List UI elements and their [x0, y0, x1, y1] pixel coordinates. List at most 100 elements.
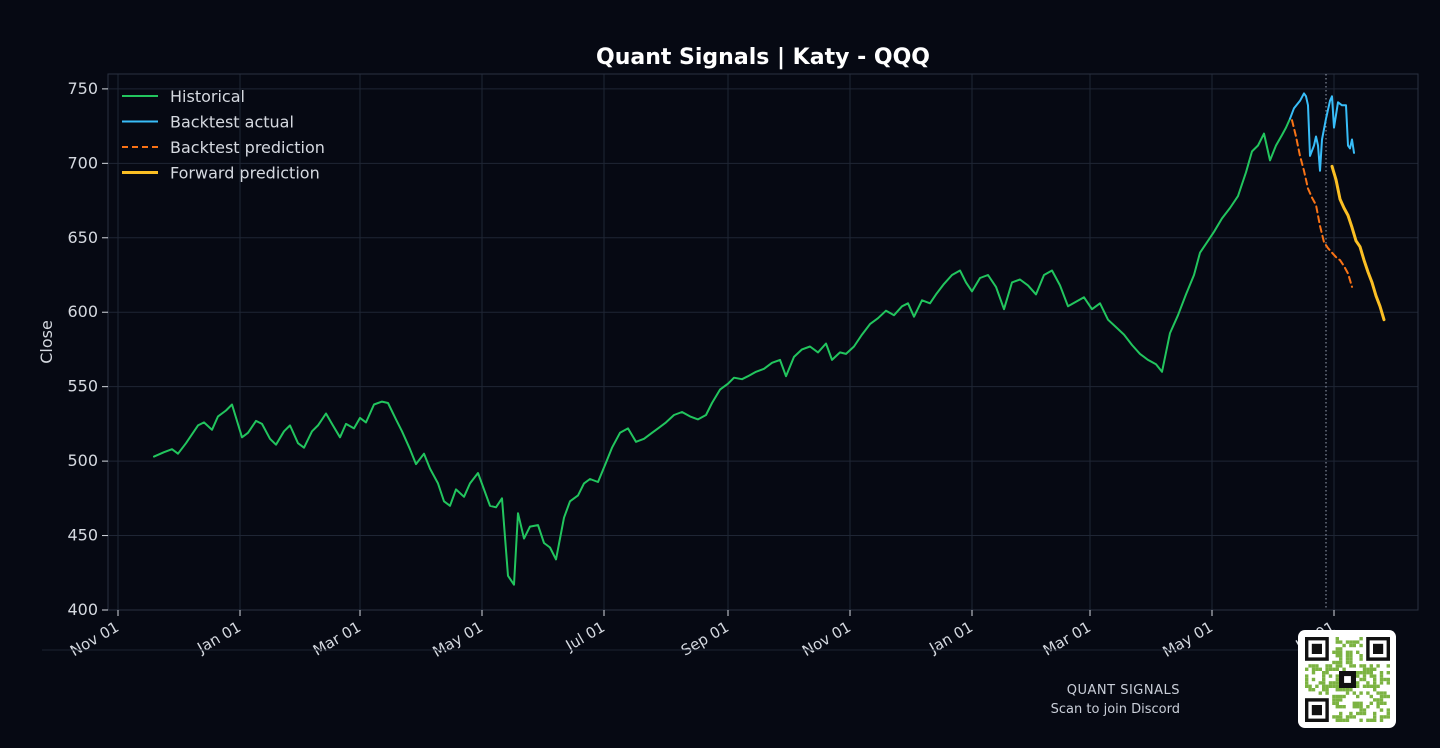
qr-code-icon[interactable]: [1298, 630, 1396, 728]
qr-module: [1322, 674, 1326, 678]
series-line-backtest-actual: [1289, 92, 1355, 172]
qr-module: [1332, 681, 1336, 685]
qr-module: [1373, 684, 1377, 688]
qr-module: [1332, 660, 1336, 665]
qr-module: [1335, 654, 1339, 658]
qr-module: [1345, 657, 1350, 661]
qr-module: [1305, 684, 1309, 688]
qr-module: [1352, 664, 1356, 668]
legend: Historical Backtest actual Backtest predic…: [122, 87, 325, 183]
qr-module: [1342, 705, 1346, 709]
qr-module: [1339, 694, 1343, 699]
qr-module: [1349, 640, 1353, 644]
qr-module: [1383, 715, 1387, 719]
qr-module: [1369, 674, 1373, 678]
qr-module: [1359, 708, 1363, 712]
qr-module: [1376, 705, 1380, 709]
qr-module: [1318, 681, 1322, 685]
qr-module: [1335, 677, 1339, 682]
qr-finder-core: [1311, 705, 1322, 716]
qr-module: [1356, 681, 1360, 685]
qr-module: [1369, 701, 1373, 705]
qr-module: [1376, 691, 1380, 695]
qr-module: [1328, 674, 1333, 678]
qr-module: [1349, 650, 1353, 654]
y-axis: 400 450 500 550 600 650 700 750: [67, 79, 108, 619]
qr-module: [1325, 684, 1329, 688]
qr-module: [1352, 715, 1356, 719]
qr-module: [1339, 688, 1343, 692]
qr-module: [1332, 684, 1336, 688]
qr-module: [1362, 677, 1367, 682]
qr-module: [1308, 664, 1312, 668]
qr-module: [1311, 688, 1316, 692]
qr-module: [1328, 664, 1333, 668]
qr-module: [1362, 667, 1367, 671]
qr-module: [1359, 718, 1363, 722]
qr-module: [1379, 701, 1384, 705]
qr-module: [1339, 657, 1343, 661]
qr-module: [1379, 715, 1384, 719]
qr-module: [1345, 660, 1350, 665]
qr-module: [1335, 684, 1339, 688]
y-tick-label: 500: [67, 451, 98, 470]
qr-module: [1356, 674, 1360, 678]
qr-finder-core: [1373, 643, 1384, 654]
y-tick-label: 450: [67, 526, 98, 545]
qr-module: [1379, 674, 1384, 678]
qr-module: [1373, 688, 1377, 692]
qr-module: [1362, 711, 1367, 716]
qr-module: [1362, 674, 1367, 678]
series-line-historical: [153, 117, 1291, 586]
qr-module: [1342, 643, 1346, 648]
qr-module: [1332, 701, 1336, 705]
legend-label-backtest-actual: Backtest actual: [170, 113, 294, 132]
qr-module: [1322, 671, 1326, 675]
qr-module: [1349, 688, 1353, 692]
qr-module: [1373, 681, 1377, 685]
qr-module: [1369, 694, 1373, 699]
qr-module: [1345, 654, 1350, 658]
qr-module: [1322, 681, 1326, 685]
qr-module: [1335, 674, 1339, 678]
qr-module: [1339, 660, 1343, 665]
qr-module: [1366, 691, 1370, 695]
qr-module: [1352, 705, 1356, 709]
qr-module: [1386, 715, 1390, 719]
qr-module: [1335, 701, 1339, 705]
qr-module: [1349, 660, 1353, 665]
qr-module: [1379, 718, 1384, 722]
qr-module: [1328, 667, 1333, 671]
qr-finder-core: [1311, 643, 1322, 654]
qr-module: [1339, 715, 1343, 719]
qr-module: [1349, 657, 1353, 661]
qr-module: [1349, 664, 1353, 668]
qr-module: [1379, 708, 1384, 712]
qr-module: [1345, 715, 1350, 719]
qr-module: [1349, 643, 1353, 648]
qr-module: [1356, 701, 1360, 705]
qr-module: [1308, 684, 1312, 688]
qr-module: [1386, 694, 1390, 699]
qr-module: [1332, 667, 1336, 671]
qr-module: [1311, 671, 1316, 675]
qr-module: [1362, 684, 1367, 688]
qr-module: [1379, 681, 1384, 685]
plot-border: [107, 73, 1419, 611]
y-tick-label: 400: [67, 600, 98, 619]
qr-module: [1373, 715, 1377, 719]
qr-module: [1359, 654, 1363, 658]
qr-module: [1342, 688, 1346, 692]
qr-module: [1362, 708, 1367, 712]
qr-module: [1335, 698, 1339, 702]
qr-module: [1356, 650, 1360, 654]
qr-module: [1373, 677, 1377, 682]
qr-module: [1359, 664, 1363, 668]
qr-module: [1335, 667, 1339, 671]
qr-module: [1322, 677, 1326, 682]
qr-module: [1386, 708, 1390, 712]
qr-module: [1305, 674, 1309, 678]
qr-module: [1335, 688, 1339, 692]
qr-module: [1356, 694, 1360, 699]
y-axis-label: Close: [37, 320, 56, 364]
